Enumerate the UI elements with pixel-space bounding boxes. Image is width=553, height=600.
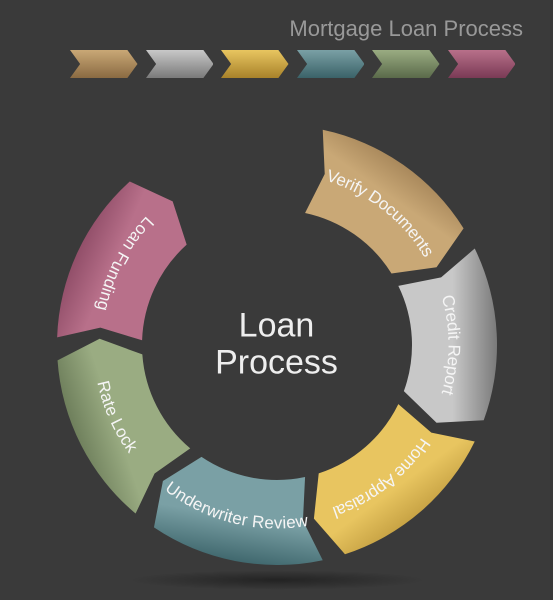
- arrow-segment-0: [70, 50, 138, 78]
- ring-diagram: Verify DocumentsCredit ReportHome Apprai…: [47, 115, 507, 575]
- arrow-segment-5: [448, 50, 516, 78]
- header: Mortgage Loan Process: [70, 16, 523, 78]
- center-line2: Process: [215, 345, 338, 382]
- arrow-progress-strip: [70, 50, 523, 78]
- center-line1: Loan: [215, 308, 338, 345]
- drop-shadow: [127, 570, 427, 590]
- center-label: Loan Process: [215, 308, 338, 383]
- arrow-segment-4: [372, 50, 440, 78]
- arrow-segment-2: [221, 50, 289, 78]
- arrow-segment-1: [146, 50, 214, 78]
- page-title: Mortgage Loan Process: [70, 16, 523, 42]
- arrow-segment-3: [297, 50, 365, 78]
